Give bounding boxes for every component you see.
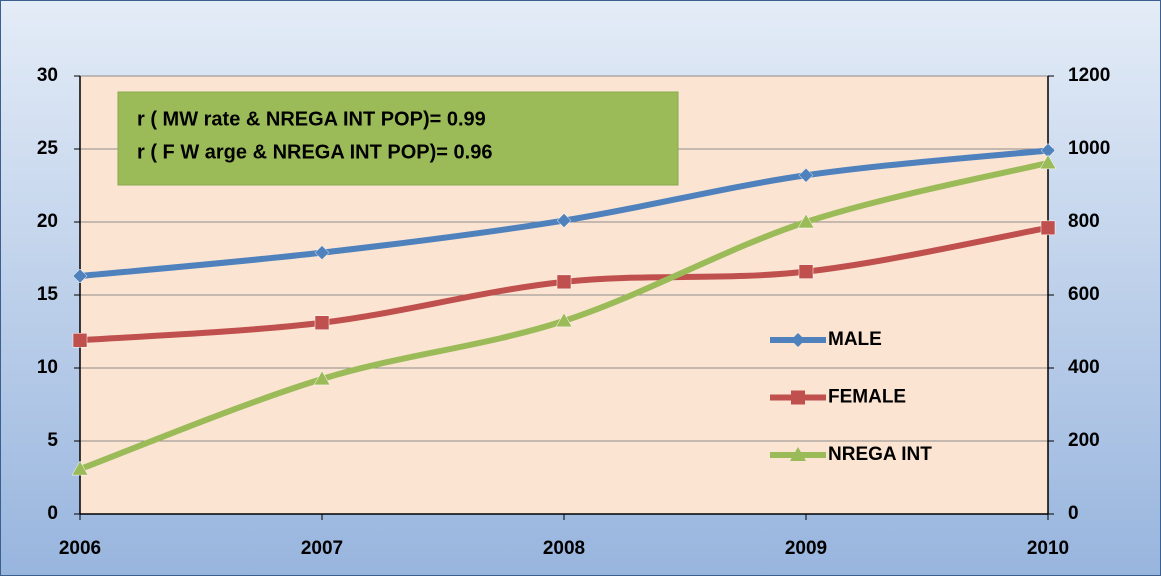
x-tick-label: 2006 [59,538,101,559]
x-tick-label: 2010 [1027,538,1069,559]
y2-tick-label: 1200 [1068,65,1110,86]
y2-tick-label: 200 [1068,430,1100,451]
legend: MALE FEMALE NREGA INT [770,329,932,465]
marker [791,390,805,405]
marker [556,274,572,290]
y2-tick-label: 800 [1068,211,1100,232]
annotation-text: r ( F W arge & NREGA INT POP)= 0.96 [137,141,492,163]
y-tick-label: 25 [37,138,59,159]
marker [798,264,814,279]
annotation: r ( MW rate & NREGA INT POP)= 0.99 r ( F… [117,91,679,186]
y-tick-label: 15 [37,284,59,305]
y-tick-label: 10 [37,357,58,378]
marker [791,333,805,347]
marker [72,268,88,284]
marker [1039,154,1057,170]
legend-label: MALE [828,329,882,350]
legend-label: FEMALE [828,387,906,408]
series [71,143,1057,476]
y2-tick-label: 400 [1068,357,1100,378]
marker [798,167,814,183]
marker [556,213,572,228]
x-tick-label: 2007 [301,538,343,559]
marker [314,245,330,261]
y2-tick-label: 1000 [1068,138,1110,159]
marker [790,447,806,461]
y-tick-label: 5 [47,430,58,451]
marker [72,333,88,348]
marker [555,312,573,328]
marker [797,213,815,229]
marker [71,460,89,476]
annotation-text: r ( MW rate & NREGA INT POP)= 0.99 [137,108,486,130]
legend-label: NREGA INT [828,444,932,465]
y2-tick-label: 600 [1068,284,1100,305]
y-tick-label: 20 [37,211,58,232]
marker [313,370,331,386]
y-tick-label: 30 [37,65,58,86]
marker [314,315,330,330]
x-tick-label: 2009 [785,538,827,559]
x-tick-label: 2008 [543,538,585,559]
annotation-box [117,91,679,186]
y2-tick-label: 0 [1068,503,1079,524]
marker [1040,220,1056,236]
y-tick-label: 0 [47,503,58,524]
